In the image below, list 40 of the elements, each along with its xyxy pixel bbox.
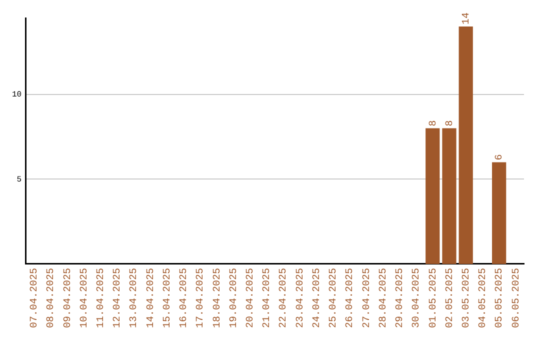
x-tick-label: 20.04.2025 (246, 268, 257, 328)
x-tick-label: 28.04.2025 (378, 268, 390, 328)
bar (442, 128, 456, 264)
x-tick-label: 01.05.2025 (428, 268, 440, 328)
bar (492, 162, 506, 264)
bar (426, 128, 440, 264)
x-tick-label: 03.05.2025 (461, 268, 472, 328)
x-tick-label: 13.04.2025 (129, 268, 140, 328)
x-tick-label: 02.05.2025 (444, 268, 456, 328)
x-tick-label: 14.04.2025 (146, 268, 157, 328)
y-tick-label: 10 (12, 90, 22, 100)
x-tick-label: 10.04.2025 (79, 268, 90, 328)
x-tick-label: 07.04.2025 (30, 268, 41, 328)
x-tick-label: 26.04.2025 (345, 268, 356, 328)
y-tick-label: 5 (16, 175, 22, 184)
x-tick-label: 16.04.2025 (179, 268, 190, 328)
x-tick-label: 21.04.2025 (262, 268, 274, 328)
x-tick-label: 06.05.2025 (511, 268, 522, 328)
data-label: 8 (444, 120, 456, 126)
x-tick-label: 25.04.2025 (328, 268, 340, 328)
x-tick-label: 11.04.2025 (96, 268, 107, 328)
x-tick-label: 12.04.2025 (112, 268, 124, 328)
x-tick-label: 27.04.2025 (362, 268, 373, 328)
bar (458, 26, 473, 264)
x-tick-label: 24.04.2025 (312, 268, 323, 328)
x-tick-label: 19.04.2025 (228, 268, 240, 328)
x-tick-label: 09.04.2025 (62, 268, 74, 328)
data-label: 8 (428, 120, 440, 126)
x-tick-label: 08.04.2025 (46, 268, 58, 328)
x-tick-label: 15.04.2025 (162, 268, 174, 328)
x-tick-label: 17.04.2025 (196, 268, 207, 328)
x-tick-label: 18.04.2025 (212, 268, 224, 328)
data-label: 6 (494, 154, 506, 160)
x-tick-label: 23.04.2025 (295, 268, 306, 328)
x-tick-label: 29.04.2025 (395, 268, 406, 328)
x-tick-label: 22.04.2025 (278, 268, 290, 328)
x-tick-label: 30.04.2025 (412, 268, 423, 328)
x-tick-label: 04.05.2025 (478, 268, 490, 328)
x-tick-label: 05.05.2025 (494, 268, 506, 328)
data-label: 14 (461, 12, 472, 24)
